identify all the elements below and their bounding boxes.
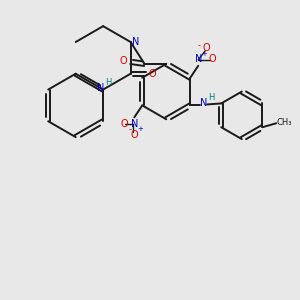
Text: -: - (129, 125, 132, 134)
Text: -: - (198, 41, 201, 50)
Text: O: O (148, 69, 156, 79)
Text: H: H (208, 93, 214, 102)
Text: H: H (105, 78, 111, 87)
Text: N: N (130, 119, 138, 129)
Text: +: + (137, 126, 143, 132)
Text: N: N (98, 82, 105, 93)
Text: O: O (202, 43, 210, 53)
Text: N: N (200, 98, 208, 108)
Text: O: O (208, 54, 216, 64)
Text: N: N (132, 37, 139, 47)
Text: O: O (130, 130, 138, 140)
Text: CH₃: CH₃ (277, 118, 292, 127)
Text: N: N (194, 54, 202, 64)
Text: O: O (121, 119, 128, 129)
Text: O: O (120, 56, 127, 66)
Text: +: + (201, 51, 207, 57)
